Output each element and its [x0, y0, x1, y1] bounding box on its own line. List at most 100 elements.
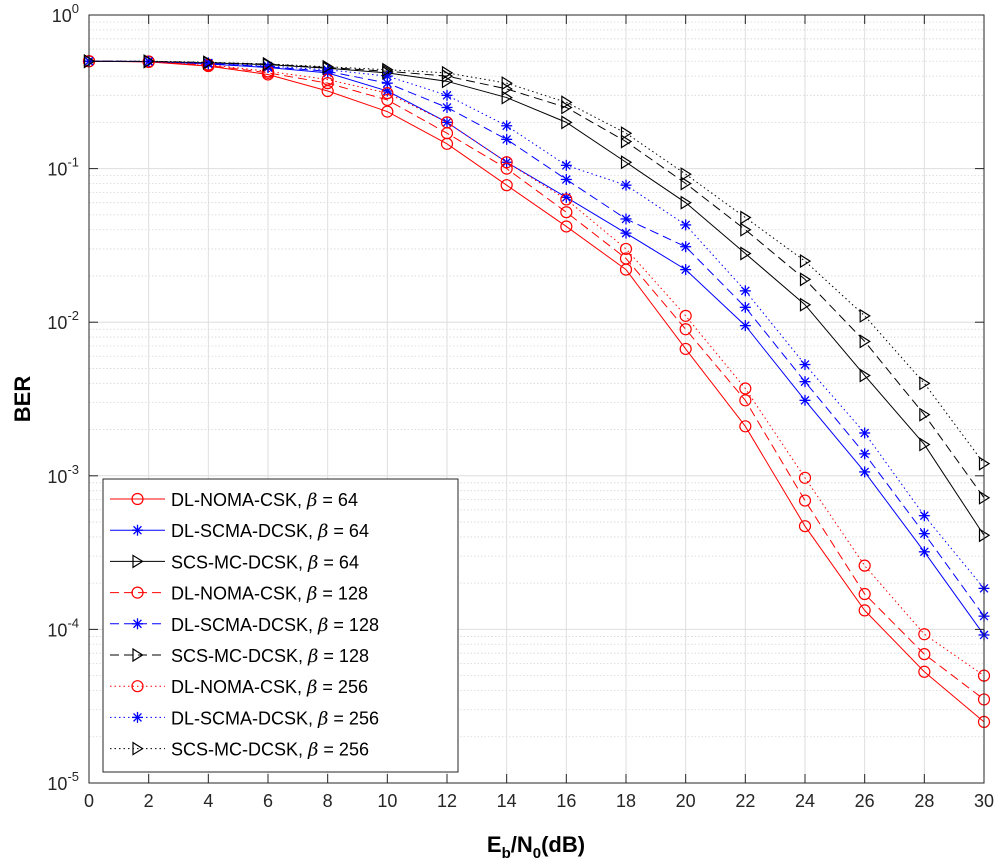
- data-point-marker: [739, 382, 752, 395]
- x-tick-label: 18: [616, 791, 636, 811]
- legend-marker: [132, 741, 144, 756]
- data-point-marker: [798, 471, 812, 484]
- data-point-marker: [918, 510, 930, 522]
- legend: DL-NOMA-CSK, β = 64 DL-SCMA-DCSK, β = 64 S…: [102, 478, 459, 773]
- x-tick-label: 22: [735, 791, 755, 811]
- data-point-marker: [203, 55, 215, 70]
- data-point-marker: [321, 77, 334, 90]
- data-point-marker: [560, 173, 572, 185]
- data-point-marker: [919, 437, 931, 452]
- x-tick-label: 16: [556, 791, 576, 811]
- data-point-marker: [799, 359, 811, 371]
- data-point-marker: [859, 368, 871, 383]
- x-tick-label: 4: [203, 791, 213, 811]
- y-tick-label: 10-3: [47, 462, 79, 487]
- data-point-marker: [799, 253, 812, 269]
- data-point-marker: [859, 334, 871, 349]
- x-tick-label: 14: [497, 791, 517, 811]
- data-point-marker: [381, 70, 393, 82]
- data-point-marker: [560, 206, 573, 219]
- legend-label: DL-SCMA-DCSK, β = 128: [171, 615, 379, 636]
- data-point-marker: [740, 210, 752, 225]
- data-point-marker: [799, 376, 811, 388]
- series-line: [89, 60, 985, 464]
- legend-marker: [131, 680, 144, 693]
- data-point-marker: [859, 427, 871, 439]
- data-point-marker: [680, 167, 692, 182]
- data-point-marker: [501, 120, 513, 132]
- series-9: [83, 54, 991, 471]
- data-point-marker: [619, 242, 633, 256]
- x-tick-label: 26: [855, 791, 875, 811]
- legend-item: DL-NOMA-CSK, β = 256: [110, 677, 368, 698]
- legend-item: DL-NOMA-CSK, β = 64: [110, 490, 358, 511]
- data-point-marker: [858, 604, 871, 617]
- data-point-marker: [918, 648, 931, 661]
- data-point-marker: [679, 323, 692, 336]
- series-line: [88, 60, 985, 536]
- data-point-marker: [740, 246, 752, 261]
- data-point-marker: [561, 95, 573, 110]
- data-point-marker: [859, 466, 871, 478]
- data-point-marker: [739, 301, 751, 313]
- data-point-marker: [680, 264, 692, 276]
- x-tick-label: 12: [437, 791, 457, 811]
- series-line: [88, 60, 985, 589]
- legend-label: SCS-MC-DCSK, β = 256: [171, 740, 369, 761]
- data-point-marker: [680, 176, 692, 191]
- legend-marker: [132, 618, 143, 630]
- data-point-marker: [500, 162, 513, 175]
- data-point-marker: [859, 308, 871, 323]
- data-point-marker: [918, 665, 931, 678]
- data-point-marker: [441, 101, 453, 113]
- legend-item: DL-SCMA-DCSK, β = 64: [110, 521, 369, 542]
- legend-item: DL-NOMA-CSK, β = 128: [110, 584, 368, 605]
- y-tick-label: 10-2: [47, 308, 79, 333]
- data-point-marker: [560, 193, 573, 206]
- legend-item: DL-SCMA-DCSK, β = 128: [110, 615, 379, 636]
- x-tick-label: 30: [974, 791, 994, 811]
- series-line: [88, 60, 985, 677]
- data-point-marker: [918, 546, 930, 558]
- legend-marker: [132, 647, 144, 663]
- data-point-marker: [739, 420, 752, 433]
- data-point-marker: [500, 179, 513, 192]
- legend-label: DL-NOMA-CSK, β = 64: [171, 490, 358, 511]
- data-point-marker: [501, 156, 513, 168]
- data-point-marker: [620, 134, 633, 149]
- data-point-marker: [441, 89, 453, 101]
- data-point-marker: [620, 179, 632, 191]
- data-point-marker: [262, 56, 275, 72]
- data-point-marker: [620, 155, 633, 170]
- x-axis-label: Eb/N0(dB): [487, 832, 585, 862]
- legend-label: DL-SCMA-DCSK, β = 256: [171, 708, 379, 729]
- legend-label: DL-NOMA-CSK, β = 256: [171, 677, 368, 698]
- data-point-marker: [560, 159, 572, 171]
- data-point-marker: [441, 65, 454, 80]
- data-point-marker: [799, 272, 812, 287]
- data-point-marker: [739, 285, 751, 297]
- data-point-marker: [619, 252, 633, 265]
- legend-marker: [131, 586, 144, 599]
- data-point-marker: [679, 309, 692, 322]
- data-point-marker: [679, 342, 692, 356]
- data-point-marker: [919, 407, 931, 422]
- data-point-marker: [381, 105, 394, 118]
- data-point-marker: [859, 448, 871, 460]
- data-point-marker: [501, 133, 513, 145]
- legend-item: SCS-MC-DCSK, β = 256: [110, 740, 369, 761]
- data-point-marker: [381, 87, 394, 100]
- data-point-marker: [501, 90, 513, 105]
- data-point-marker: [322, 59, 334, 74]
- data-point-marker: [143, 54, 155, 69]
- data-point-marker: [440, 116, 454, 129]
- series-line: [88, 60, 985, 499]
- y-tick-label: 10-4: [47, 615, 79, 640]
- series-line: [88, 60, 985, 700]
- data-point-marker: [561, 115, 573, 130]
- data-point-marker: [798, 520, 812, 533]
- series-line: [88, 60, 985, 636]
- data-point-marker: [858, 587, 871, 601]
- series-group: [82, 54, 991, 728]
